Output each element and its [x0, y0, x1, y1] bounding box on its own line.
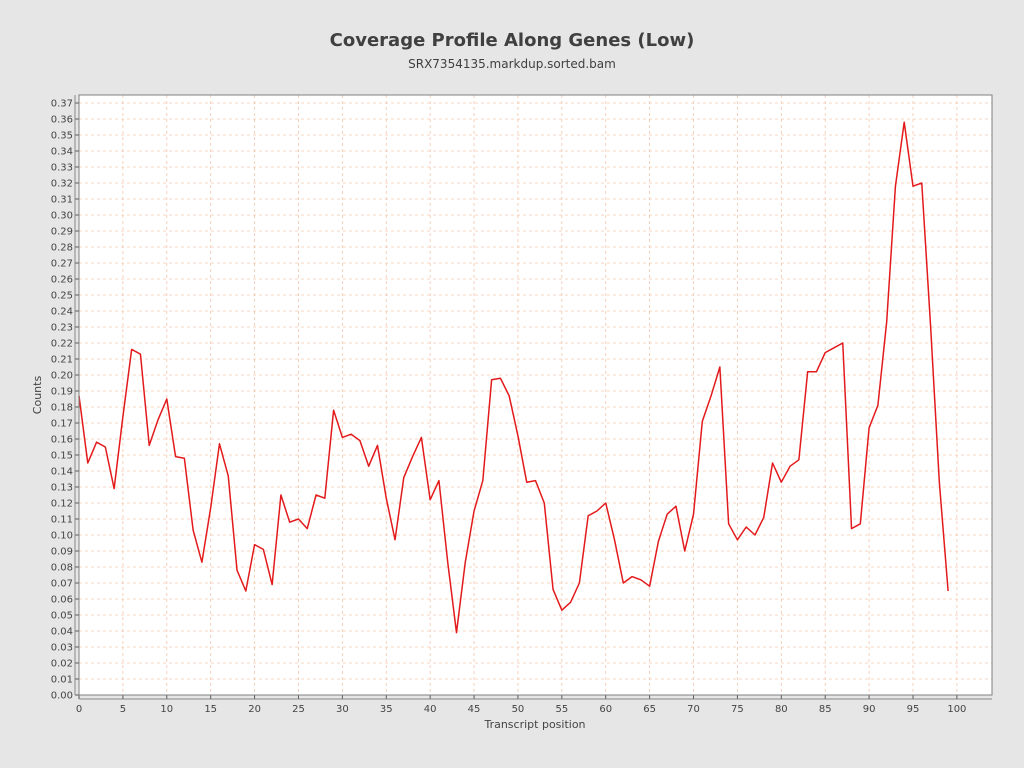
plot-border	[78, 94, 993, 696]
x-tick-label: 10	[160, 704, 173, 715]
y-tick-label: 0.13	[51, 483, 73, 494]
y-tick-label: 0.25	[51, 291, 73, 302]
y-tick-label: 0.01	[51, 675, 73, 686]
x-tick-label: 80	[775, 704, 788, 715]
y-tick-label: 0.10	[51, 531, 73, 542]
y-tick-label: 0.33	[51, 163, 73, 174]
y-tick-label: 0.05	[51, 611, 73, 622]
y-tick-label: 0.20	[51, 371, 73, 382]
y-tick-label: 0.21	[51, 355, 73, 366]
x-tick-label: 25	[292, 704, 305, 715]
y-axis-title: Counts	[31, 376, 44, 415]
y-tick-label: 0.22	[51, 339, 73, 350]
x-tick-label: 60	[599, 704, 612, 715]
y-tick-label: 0.32	[51, 179, 73, 190]
y-tick-label: 0.29	[51, 227, 73, 238]
x-tick-label: 90	[863, 704, 876, 715]
y-tick-label: 0.26	[51, 275, 73, 286]
y-tick-label: 0.11	[51, 515, 73, 526]
x-tick-label: 65	[643, 704, 656, 715]
x-tick-label: 75	[731, 704, 744, 715]
y-tick-label: 0.09	[51, 547, 73, 558]
x-tick-label: 95	[907, 704, 920, 715]
x-tick-label: 0	[76, 704, 82, 715]
grid-layer	[78, 95, 992, 696]
plot-background-layer	[79, 95, 992, 695]
y-tick-label: 0.23	[51, 323, 73, 334]
y-tick-label: 0.24	[51, 307, 73, 318]
y-tick-label: 0.00	[51, 691, 73, 702]
chart-subtitle: SRX7354135.markdup.sorted.bam	[408, 57, 616, 71]
chart-title: Coverage Profile Along Genes (Low)	[329, 30, 695, 51]
y-tick-label: 0.04	[51, 627, 73, 638]
y-tick-label: 0.03	[51, 643, 73, 654]
x-tick-label: 70	[687, 704, 700, 715]
x-tick-label: 45	[468, 704, 481, 715]
y-tick-label: 0.30	[51, 211, 73, 222]
x-tick-label: 40	[424, 704, 437, 715]
y-tick-label: 0.34	[51, 147, 73, 158]
y-tick-label: 0.31	[51, 195, 73, 206]
y-tick-label: 0.02	[51, 659, 73, 670]
y-tick-label: 0.37	[51, 99, 73, 110]
x-tick-label: 50	[512, 704, 525, 715]
y-tick-label: 0.35	[51, 131, 73, 142]
coverage-line	[78, 121, 949, 634]
y-tick-label: 0.06	[51, 595, 73, 606]
x-tick-label: 85	[819, 704, 832, 715]
x-tick-label: 35	[380, 704, 393, 715]
x-tick-label: 100	[947, 704, 966, 715]
x-axis-title: Transcript position	[483, 718, 585, 731]
y-tick-label: 0.07	[51, 579, 73, 590]
y-tick-label: 0.18	[51, 403, 73, 414]
plot-area	[79, 95, 992, 695]
series-layer	[78, 121, 949, 634]
y-tick-label: 0.28	[51, 243, 73, 254]
y-tick-label: 0.12	[51, 499, 73, 510]
y-tick-label: 0.16	[51, 435, 73, 446]
y-tick-label: 0.27	[51, 259, 73, 270]
x-tick-label: 20	[248, 704, 261, 715]
y-tick-label: 0.17	[51, 419, 73, 430]
y-tick-label: 0.08	[51, 563, 73, 574]
x-tick-label: 5	[120, 704, 126, 715]
x-tick-label: 30	[336, 704, 349, 715]
y-tick-label: 0.19	[51, 387, 73, 398]
axis-layer: 0.00 0.01 0.02 0.03 0.04 0.05 0.06 0.07 0.08 0.09…	[51, 94, 993, 715]
x-tick-label: 55	[555, 704, 568, 715]
y-tick-label: 0.15	[51, 451, 73, 462]
y-tick-label: 0.14	[51, 467, 73, 478]
x-tick-label: 15	[204, 704, 217, 715]
y-tick-label: 0.36	[51, 115, 73, 126]
